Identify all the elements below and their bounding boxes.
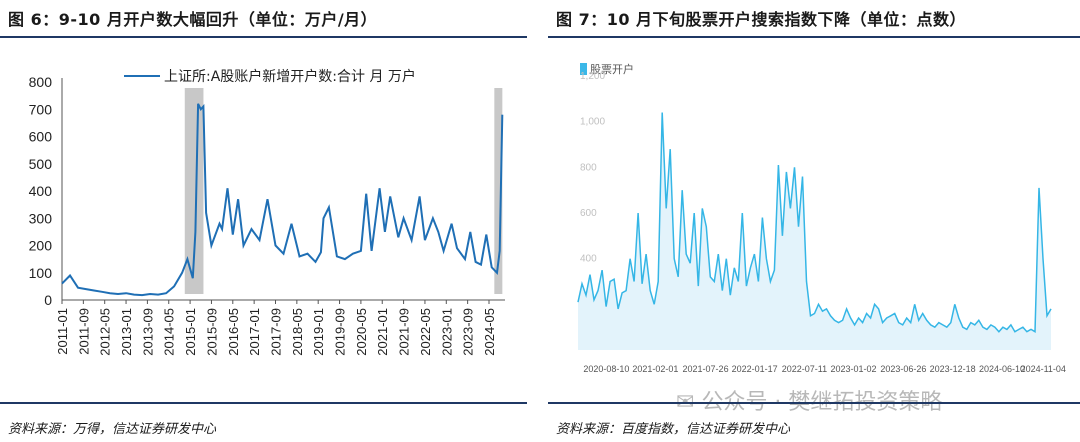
x-tick-label: 2024-06-10 bbox=[979, 364, 1025, 374]
x-tick-label: 2023-01 bbox=[439, 308, 454, 356]
x-tick-label: 2017-09 bbox=[268, 308, 283, 356]
x-tick-label: 2015-01 bbox=[183, 308, 198, 356]
legend-label: 股票开户 bbox=[590, 62, 634, 76]
left-figure: 图 6：9-10 月开户数大幅回升（单位：万户/月） 0 100 200 300 400… bbox=[0, 0, 527, 442]
x-tick-label: 2020-08-10 bbox=[583, 364, 629, 374]
shaded-period-0 bbox=[184, 88, 204, 294]
x-tick-label: 2016-05 bbox=[226, 308, 241, 356]
y-tick-label: 700 bbox=[29, 101, 53, 117]
x-tick-label: 2012-05 bbox=[98, 308, 113, 356]
x-tick-label: 2020-05 bbox=[354, 308, 369, 356]
right-title-rule bbox=[548, 36, 1080, 38]
x-tick-label: 2013-01 bbox=[119, 308, 134, 356]
y-tick-label: 300 bbox=[29, 210, 53, 226]
series-line bbox=[577, 112, 1052, 333]
x-tick-label: 2022-07-11 bbox=[782, 364, 827, 374]
y-tick-label: 600 bbox=[580, 208, 597, 219]
right-figure: 图 7：10 月下旬股票开户搜索指数下降（单位：点数） 股票开户 1,200 1,0… bbox=[548, 0, 1080, 442]
watermark: ✉ 公众号 · 樊继拓投资策略 bbox=[676, 384, 942, 416]
x-tick-label: 2011-01 bbox=[55, 308, 70, 355]
x-tick-label: 2021-01 bbox=[375, 308, 390, 356]
x-tick-label: 2019-09 bbox=[333, 308, 348, 356]
x-tick-label: 2023-06-26 bbox=[880, 364, 926, 374]
y-tick-label: 600 bbox=[29, 129, 53, 145]
x-tick-label: 2024-11-04 bbox=[1021, 364, 1066, 374]
right-source: 资料来源：百度指数，信达证券研发中心 bbox=[556, 422, 791, 437]
x-tick-label: 2019-01 bbox=[311, 308, 326, 356]
x-tick-label: 2022-05 bbox=[418, 308, 433, 356]
right-chart: 股票开户1,2001,0008006004002002020-08-102021… bbox=[568, 52, 1066, 382]
y-tick-label: 400 bbox=[580, 254, 597, 265]
y-tick-label: 800 bbox=[29, 74, 53, 90]
y-tick-label: 1,200 bbox=[580, 71, 605, 82]
x-tick-label: 2013-09 bbox=[140, 308, 155, 356]
y-tick-label: 100 bbox=[29, 265, 53, 281]
series-line bbox=[61, 103, 504, 297]
series-area bbox=[578, 112, 1051, 350]
left-source: 资料来源：万得，信达证券研发中心 bbox=[8, 422, 217, 437]
x-tick-label: 2022-01-17 bbox=[732, 364, 778, 374]
y-tick-label: 400 bbox=[29, 183, 53, 199]
left-chart: 0 100 200 300 400 500 600 700 800 2011-01 2011-09 2… bbox=[29, 68, 505, 356]
y-tick-label: 1,000 bbox=[580, 117, 605, 128]
left-source-rule bbox=[0, 402, 527, 404]
x-tick-label: 2024-05 bbox=[482, 308, 497, 356]
shaded-period-1 bbox=[494, 88, 503, 294]
x-tick-label: 2023-12-18 bbox=[930, 364, 976, 374]
x-tick-label: 2023-09 bbox=[461, 308, 476, 356]
x-tick-label: 2023-01-02 bbox=[830, 364, 876, 374]
right-source-rule bbox=[548, 402, 1080, 404]
y-tick-label: 800 bbox=[580, 162, 597, 173]
left-figure-title: 图 6：9-10 月开户数大幅回升（单位：万户/月） bbox=[8, 10, 378, 29]
right-figure-title: 图 7：10 月下旬股票开户搜索指数下降（单位：点数） bbox=[556, 10, 967, 29]
left-title-rule bbox=[0, 36, 527, 38]
x-tick-label: 2018-05 bbox=[290, 308, 305, 356]
y-tick-label: 0 bbox=[44, 292, 52, 308]
y-tick-label: 500 bbox=[29, 156, 53, 172]
x-tick-label: 2014-05 bbox=[162, 308, 177, 356]
x-tick-label: 2021-09 bbox=[397, 308, 412, 356]
y-tick-label: 200 bbox=[29, 238, 53, 254]
legend-label: 上证所:A股账户新增开户数:合计 月 万户 bbox=[164, 68, 416, 85]
x-tick-label: 2021-07-26 bbox=[683, 364, 729, 374]
x-tick-label: 2015-09 bbox=[204, 308, 219, 356]
x-tick-label: 2017-01 bbox=[247, 308, 262, 356]
legend-swatch bbox=[580, 63, 587, 75]
x-tick-label: 2011-09 bbox=[76, 308, 91, 355]
x-tick-label: 2021-02-01 bbox=[632, 364, 678, 374]
